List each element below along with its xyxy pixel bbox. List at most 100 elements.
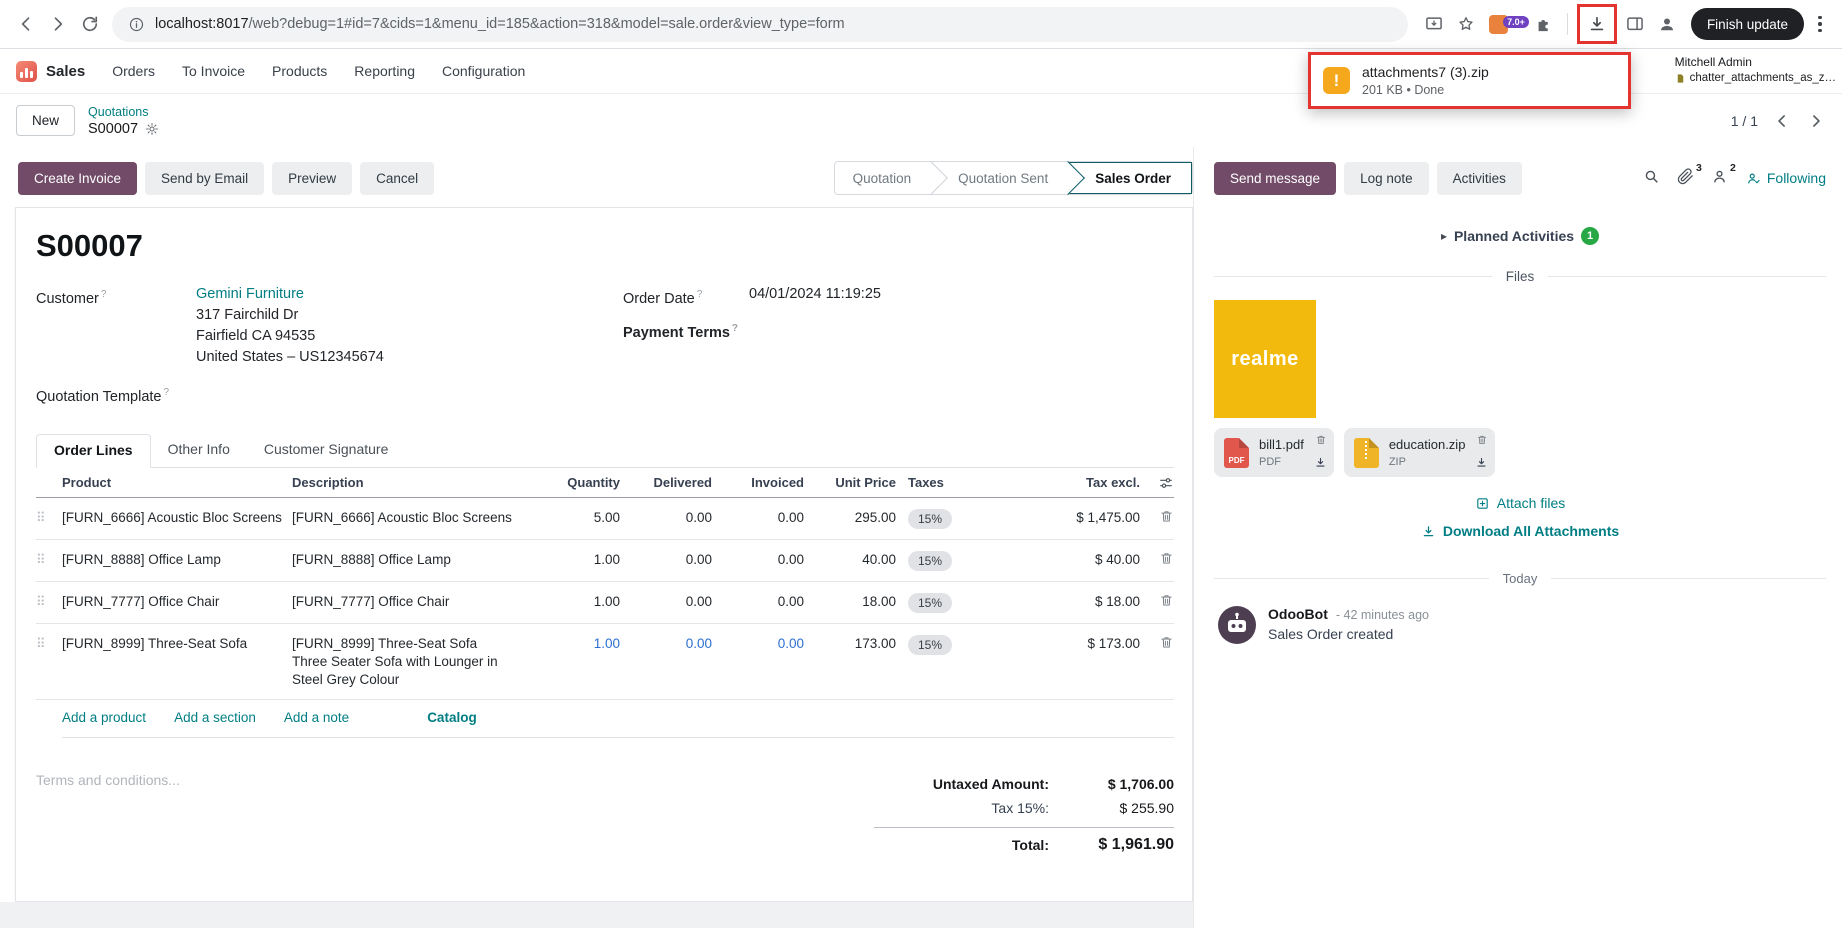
forward-icon[interactable] xyxy=(42,8,74,40)
description-cell[interactable]: [FURN_8888] Office Lamp xyxy=(292,551,451,567)
new-button[interactable]: New xyxy=(16,105,76,136)
add-a-section-link[interactable]: Add a section xyxy=(174,709,256,725)
nav-menu-reporting[interactable]: Reporting xyxy=(354,63,415,79)
delete-line-icon[interactable] xyxy=(1140,593,1174,608)
delivered-cell[interactable]: 0.00 xyxy=(685,551,712,567)
apps-menu-icon[interactable] xyxy=(16,60,37,82)
column-description[interactable]: Description xyxy=(292,475,364,491)
column-tax-excl[interactable]: Tax excl. xyxy=(1086,475,1140,491)
breadcrumb-parent[interactable]: Quotations xyxy=(88,104,149,119)
invoiced-cell[interactable]: 0.00 xyxy=(777,593,804,609)
delete-line-icon[interactable] xyxy=(1140,551,1174,566)
invoiced-cell[interactable]: 0.00 xyxy=(777,635,804,651)
download-all-attachments-button[interactable]: Download All Attachments xyxy=(1214,523,1826,539)
profile-avatar-icon[interactable] xyxy=(1651,8,1683,40)
quantity-cell[interactable]: 1.00 xyxy=(593,635,620,651)
tab-customer-signature[interactable]: Customer Signature xyxy=(263,440,389,457)
order-date-field[interactable]: 04/01/2024 11:19:25 xyxy=(749,286,881,302)
pager-previous-icon[interactable] xyxy=(1772,111,1792,131)
column-delivered[interactable]: Delivered xyxy=(653,475,712,491)
reload-icon[interactable] xyxy=(74,8,106,40)
quantity-cell[interactable]: 1.00 xyxy=(593,551,620,567)
nav-menu-configuration[interactable]: Configuration xyxy=(442,63,526,79)
invoiced-cell[interactable]: 0.00 xyxy=(777,551,804,567)
add-a-note-link[interactable]: Add a note xyxy=(283,709,350,725)
add-a-product-link[interactable]: Add a product xyxy=(62,709,147,725)
description-cell[interactable]: [FURN_6666] Acoustic Bloc Screens xyxy=(292,509,512,525)
catalog-link[interactable]: Catalog xyxy=(427,709,477,725)
pager-next-icon[interactable] xyxy=(1806,111,1826,131)
download-popup[interactable]: ! attachments7 (3).zip 201 KB • Done xyxy=(1308,52,1631,109)
taxes-cell[interactable]: 15% xyxy=(896,634,1006,655)
taxes-cell[interactable]: 15% xyxy=(896,592,1006,613)
unit-price-cell[interactable]: 295.00 xyxy=(854,509,896,525)
order-line-row[interactable]: ⠿ [FURN_7777] Office Chair [FURN_7777] Off… xyxy=(36,582,1174,624)
message-author[interactable]: OdooBot xyxy=(1268,606,1328,622)
status-step-sales-order[interactable]: Sales Order xyxy=(1068,162,1192,194)
followers-icon[interactable]: 2 xyxy=(1711,162,1736,188)
preview-button[interactable]: Preview xyxy=(272,161,353,195)
delivered-cell[interactable]: 0.00 xyxy=(685,593,712,609)
side-panel-icon[interactable] xyxy=(1619,8,1651,40)
delete-line-icon[interactable] xyxy=(1140,509,1174,524)
back-icon[interactable] xyxy=(10,8,42,40)
user-menu[interactable]: Mitchell Admin chatter_attachments_as_z… xyxy=(1675,54,1836,86)
quantity-cell[interactable]: 5.00 xyxy=(593,509,620,525)
log-note-button[interactable]: Log note xyxy=(1344,161,1429,195)
finish-update-button[interactable]: Finish update xyxy=(1690,8,1804,40)
column-unit-price[interactable]: Unit Price xyxy=(835,475,896,491)
status-step-quotation[interactable]: Quotation xyxy=(852,170,912,186)
browser-menu-icon[interactable] xyxy=(1808,15,1832,33)
delete-attachment-icon[interactable] xyxy=(1315,433,1327,449)
install-app-icon[interactable] xyxy=(1418,8,1450,40)
send-by-email-button[interactable]: Send by Email xyxy=(145,161,265,195)
tab-order-lines[interactable]: Order Lines xyxy=(36,433,151,468)
customer-link[interactable]: Gemini Furniture xyxy=(196,286,304,302)
taxes-cell[interactable]: 15% xyxy=(896,508,1006,529)
description-cell[interactable]: [FURN_7777] Office Chair xyxy=(292,593,450,609)
create-invoice-button[interactable]: Create Invoice xyxy=(18,161,138,195)
nav-menu-orders[interactable]: Orders xyxy=(112,63,155,79)
status-step-quotation-sent[interactable]: Quotation Sent xyxy=(931,162,1068,194)
downloads-icon[interactable] xyxy=(1581,8,1613,40)
download-attachment-icon[interactable] xyxy=(1475,456,1488,472)
order-line-row[interactable]: ⠿ [FURN_8888] Office Lamp [FURN_8888] Offi… xyxy=(36,540,1174,582)
drag-handle-icon[interactable]: ⠿ xyxy=(36,593,46,609)
order-line-row[interactable]: ⠿ [FURN_6666] Acoustic Bloc Screens [FURN_… xyxy=(36,498,1174,540)
attachments-icon[interactable]: 3 xyxy=(1677,162,1702,188)
column-taxes[interactable]: Taxes xyxy=(908,475,944,491)
bookmark-star-icon[interactable] xyxy=(1450,8,1482,40)
drag-handle-icon[interactable]: ⠿ xyxy=(36,551,46,567)
address-bar[interactable]: localhost:8017/web?debug=1#id=7&cids=1&m… xyxy=(112,6,1408,42)
column-product[interactable]: Product xyxy=(62,475,112,491)
delivered-cell[interactable]: 0.00 xyxy=(685,635,712,651)
product-cell[interactable]: [FURN_6666] Acoustic Bloc Screens xyxy=(62,509,282,525)
column-quantity[interactable]: Quantity xyxy=(567,475,620,491)
unit-price-cell[interactable]: 173.00 xyxy=(854,635,896,651)
quantity-cell[interactable]: 1.00 xyxy=(593,593,620,609)
delete-line-icon[interactable] xyxy=(1140,635,1174,650)
planned-activities-toggle[interactable]: ▸ Planned Activities 1 xyxy=(1214,227,1826,245)
extensions-puzzle-icon[interactable] xyxy=(1528,8,1560,40)
attachment-image-preview[interactable]: realme xyxy=(1214,300,1316,418)
order-line-row[interactable]: ⠿ [FURN_8999] Three-Seat Sofa [FURN_8999] … xyxy=(36,624,1174,700)
terms-field[interactable]: Terms and conditions... xyxy=(36,771,180,788)
tab-other-info[interactable]: Other Info xyxy=(167,440,230,457)
activities-button[interactable]: Activities xyxy=(1436,161,1522,195)
cancel-button[interactable]: Cancel xyxy=(360,161,435,195)
download-attachment-icon[interactable] xyxy=(1314,456,1327,472)
app-name[interactable]: Sales xyxy=(46,62,86,80)
product-cell[interactable]: [FURN_8888] Office Lamp xyxy=(62,551,221,567)
product-cell[interactable]: [FURN_7777] Office Chair xyxy=(62,593,220,609)
gear-icon[interactable] xyxy=(145,122,159,136)
drag-handle-icon[interactable]: ⠿ xyxy=(36,635,46,651)
invoiced-cell[interactable]: 0.00 xyxy=(777,509,804,525)
taxes-cell[interactable]: 15% xyxy=(896,550,1006,571)
nav-menu-to-invoice[interactable]: To Invoice xyxy=(182,63,246,79)
column-invoiced[interactable]: Invoiced xyxy=(751,475,804,491)
send-message-button[interactable]: Send message xyxy=(1214,161,1337,195)
optional-columns-icon[interactable] xyxy=(1140,475,1174,491)
drag-handle-icon[interactable]: ⠿ xyxy=(36,509,46,525)
following-button[interactable]: Following xyxy=(1746,170,1826,186)
search-messages-icon[interactable] xyxy=(1643,168,1660,188)
